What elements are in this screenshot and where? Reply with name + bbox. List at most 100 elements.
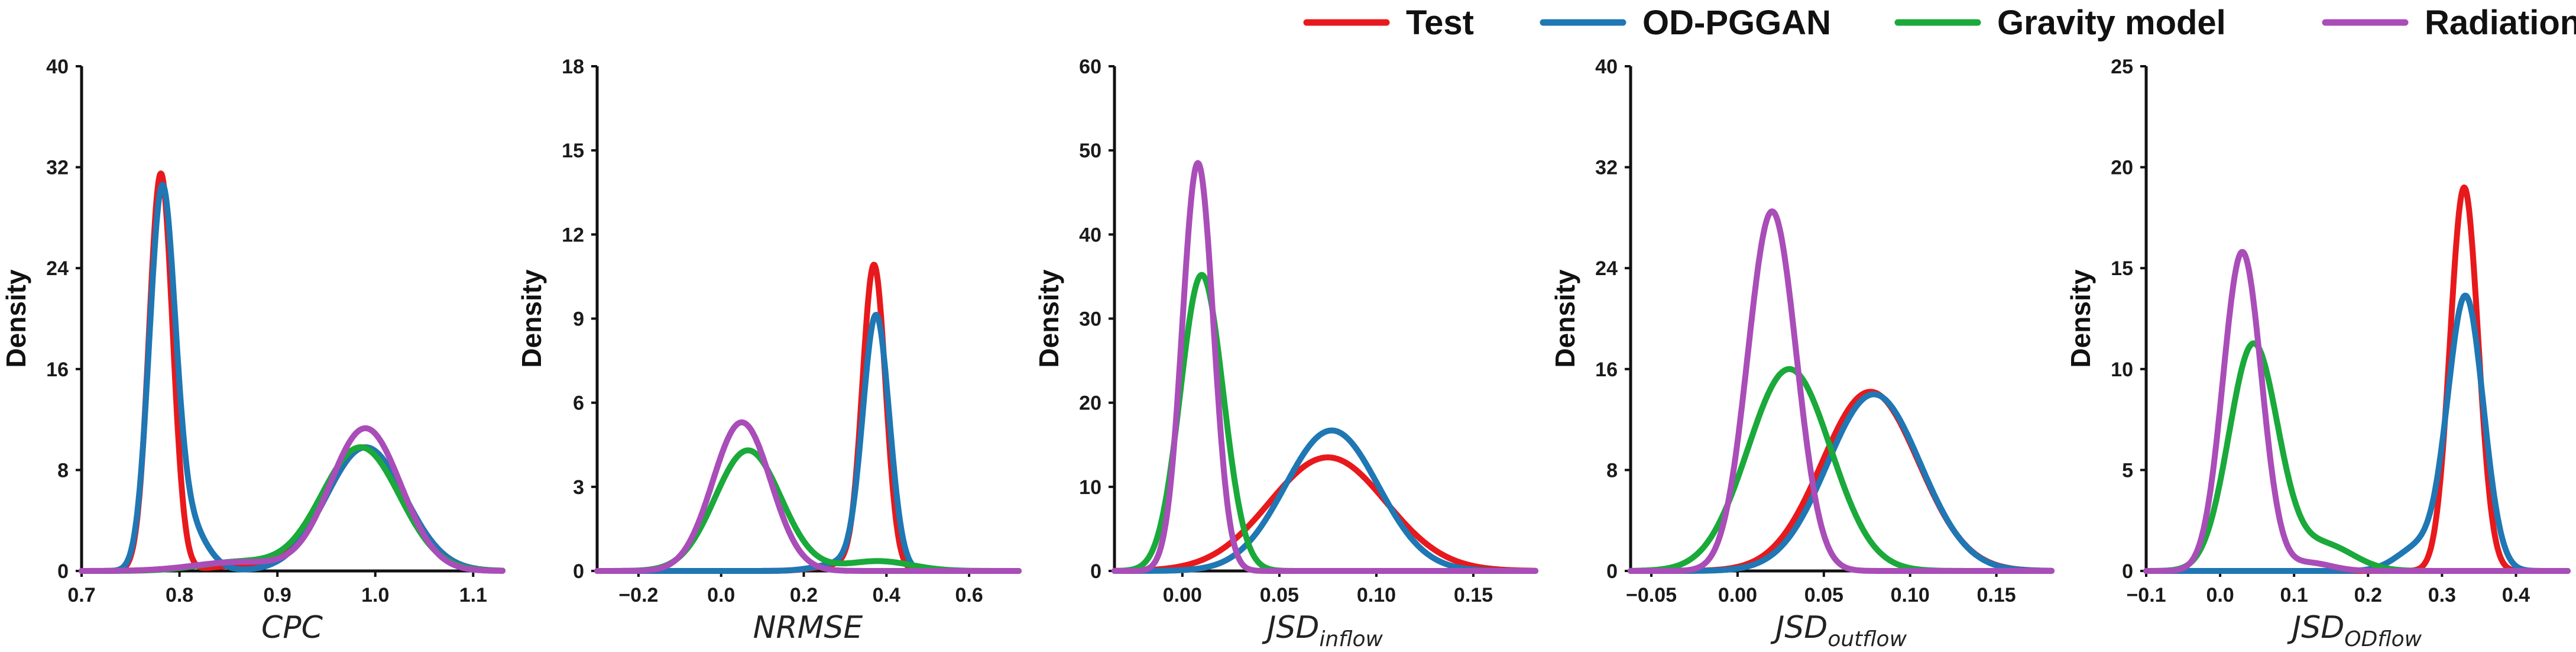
- y-tick-label: 8: [1606, 459, 1618, 482]
- y-axis-label: Density: [1, 269, 31, 368]
- x-axis-label-main: JSD: [1770, 610, 1827, 645]
- y-tick-label: 20: [1079, 392, 1101, 415]
- x-tick-label: 0.15: [1977, 584, 2016, 606]
- x-axis-label-main: CPC: [261, 610, 323, 645]
- y-tick-label: 10: [1079, 476, 1101, 499]
- x-tick-label: 0.6: [955, 584, 983, 606]
- x-axis-label-main: NRMSE: [753, 610, 863, 645]
- y-tick-label: 40: [46, 56, 69, 78]
- y-tick-label: 15: [562, 140, 584, 162]
- y-tick-label: 16: [46, 359, 69, 381]
- density-curve-gravity-model: [1628, 366, 2055, 574]
- y-tick-label: 3: [573, 476, 584, 499]
- panel-jsd-odflow: 0 5 10 15 20 25 −0.1 0.0 0.1 0.2 0.3 0.4 Density JSDO…: [2065, 56, 2571, 651]
- y-tick-label: 15: [2111, 257, 2133, 280]
- x-tick-label: 0.0: [707, 584, 735, 606]
- density-curve-radiation: [594, 419, 1022, 574]
- legend-label-od-pggan: OD-PGGAN: [1642, 4, 1831, 42]
- y-tick-label: 30: [1079, 308, 1101, 331]
- x-tick-label: 0.0: [2206, 584, 2234, 606]
- x-axis-label: CPC: [261, 610, 323, 645]
- density-curve-radiation: [1628, 208, 2055, 574]
- x-tick-label: 0.4: [873, 584, 900, 606]
- x-axis-label-main: JSD: [2287, 610, 2344, 645]
- y-tick-label: 9: [573, 308, 584, 331]
- y-tick-label: 0: [573, 560, 584, 583]
- y-axis-label: Density: [2065, 269, 2096, 368]
- legend-item-test: Test: [1303, 4, 1474, 42]
- y-tick-label: 50: [1079, 140, 1101, 162]
- x-tick-label: 1.1: [459, 584, 487, 606]
- x-tick-label: 0.00: [1718, 584, 1757, 606]
- x-axis-label: JSDinflow: [1262, 610, 1383, 651]
- x-axis-label-main: JSD: [1262, 610, 1319, 645]
- x-tick-label: 0.4: [2502, 584, 2530, 606]
- x-tick-label: 0.2: [790, 584, 818, 606]
- legend: Test OD-PGGAN Gravity model Radiation: [1303, 4, 2576, 42]
- y-tick-label: 25: [2111, 56, 2133, 78]
- y-tick-label: 0: [2122, 560, 2133, 583]
- density-curve-radiation: [79, 425, 506, 574]
- y-tick-label: 6: [573, 392, 584, 415]
- y-tick-label: 12: [562, 224, 584, 246]
- density-curve-radiation: [1112, 160, 1538, 574]
- panel-jsd-inflow: 0 10 20 30 40 50 60 0.00 0.05 0.10 0.15 Density JSDi…: [1033, 56, 1538, 651]
- x-tick-label: 0.7: [67, 584, 95, 606]
- y-tick-label: 32: [1595, 157, 1618, 179]
- x-tick-label: 0.10: [1357, 584, 1396, 606]
- y-tick-label: 24: [46, 257, 69, 280]
- x-tick-label: 0.1: [2280, 584, 2308, 606]
- x-axis-label: NRMSE: [753, 610, 863, 645]
- density-curve-od-pggan: [1628, 391, 2055, 574]
- y-tick-label: 8: [57, 459, 69, 482]
- legend-label-test: Test: [1406, 4, 1474, 42]
- x-tick-label: 0.2: [2354, 584, 2382, 606]
- x-tick-label: 0.9: [264, 584, 291, 606]
- density-curve-test: [1112, 454, 1538, 574]
- y-tick-label: 0: [57, 560, 69, 583]
- legend-label-radiation: Radiation: [2425, 4, 2576, 42]
- density-curve-od-pggan: [1112, 427, 1538, 574]
- density-curve-od-pggan: [79, 182, 506, 574]
- y-tick-label: 20: [2111, 157, 2133, 179]
- chart-panels: 0 8 16 24 32 40 0.7 0.8 0.9 1.0 1.1 Density CPC 0 3 6 9 1…: [1, 56, 2571, 651]
- y-tick-label: 0: [1090, 560, 1101, 583]
- x-axis-label-subscript: ODflow: [2344, 627, 2422, 651]
- y-axis-label: Density: [1550, 269, 1580, 368]
- legend-label-gravity-model: Gravity model: [1997, 4, 2226, 42]
- legend-item-od-pggan: OD-PGGAN: [1540, 4, 1831, 42]
- x-tick-label: −0.1: [2126, 584, 2166, 606]
- y-tick-label: 5: [2122, 459, 2133, 482]
- density-curve-gravity-model: [594, 447, 1022, 574]
- legend-item-gravity-model: Gravity model: [1894, 4, 2226, 42]
- y-tick-label: 24: [1595, 257, 1618, 280]
- x-tick-label: −0.05: [1626, 584, 1677, 606]
- y-tick-label: 40: [1079, 224, 1101, 246]
- x-axis-label: JSDoutflow: [1770, 610, 1907, 651]
- y-tick-label: 40: [1595, 56, 1618, 78]
- x-tick-label: 0.05: [1260, 584, 1299, 606]
- y-tick-label: 0: [1606, 560, 1618, 583]
- x-tick-label: 0.05: [1804, 584, 1843, 606]
- x-tick-label: 0.3: [2428, 584, 2456, 606]
- x-tick-label: −0.2: [618, 584, 658, 606]
- x-tick-label: 0.00: [1163, 584, 1202, 606]
- y-tick-label: 32: [46, 157, 69, 179]
- x-axis-label-subscript: inflow: [1319, 627, 1383, 651]
- x-tick-label: 0.10: [1891, 584, 1930, 606]
- density-curve-radiation: [2143, 248, 2571, 574]
- x-tick-label: 0.8: [166, 584, 193, 606]
- density-curve-od-pggan: [594, 312, 1022, 574]
- x-axis-label-subscript: outflow: [1827, 627, 1907, 651]
- x-axis-label: JSDODflow: [2287, 610, 2422, 651]
- panel-nrmse: 0 3 6 9 12 15 18 −0.2 0.0 0.2 0.4 0.6 Density NRMSE: [516, 56, 1022, 645]
- y-axis-label: Density: [516, 269, 547, 368]
- x-tick-label: 1.0: [361, 584, 389, 606]
- legend-item-radiation: Radiation: [2322, 4, 2576, 42]
- y-tick-label: 60: [1079, 56, 1101, 78]
- y-tick-label: 16: [1595, 359, 1618, 381]
- panel-cpc: 0 8 16 24 32 40 0.7 0.8 0.9 1.0 1.1 Density CPC: [1, 56, 506, 645]
- density-curve-test: [594, 262, 1022, 574]
- y-tick-label: 18: [562, 56, 584, 78]
